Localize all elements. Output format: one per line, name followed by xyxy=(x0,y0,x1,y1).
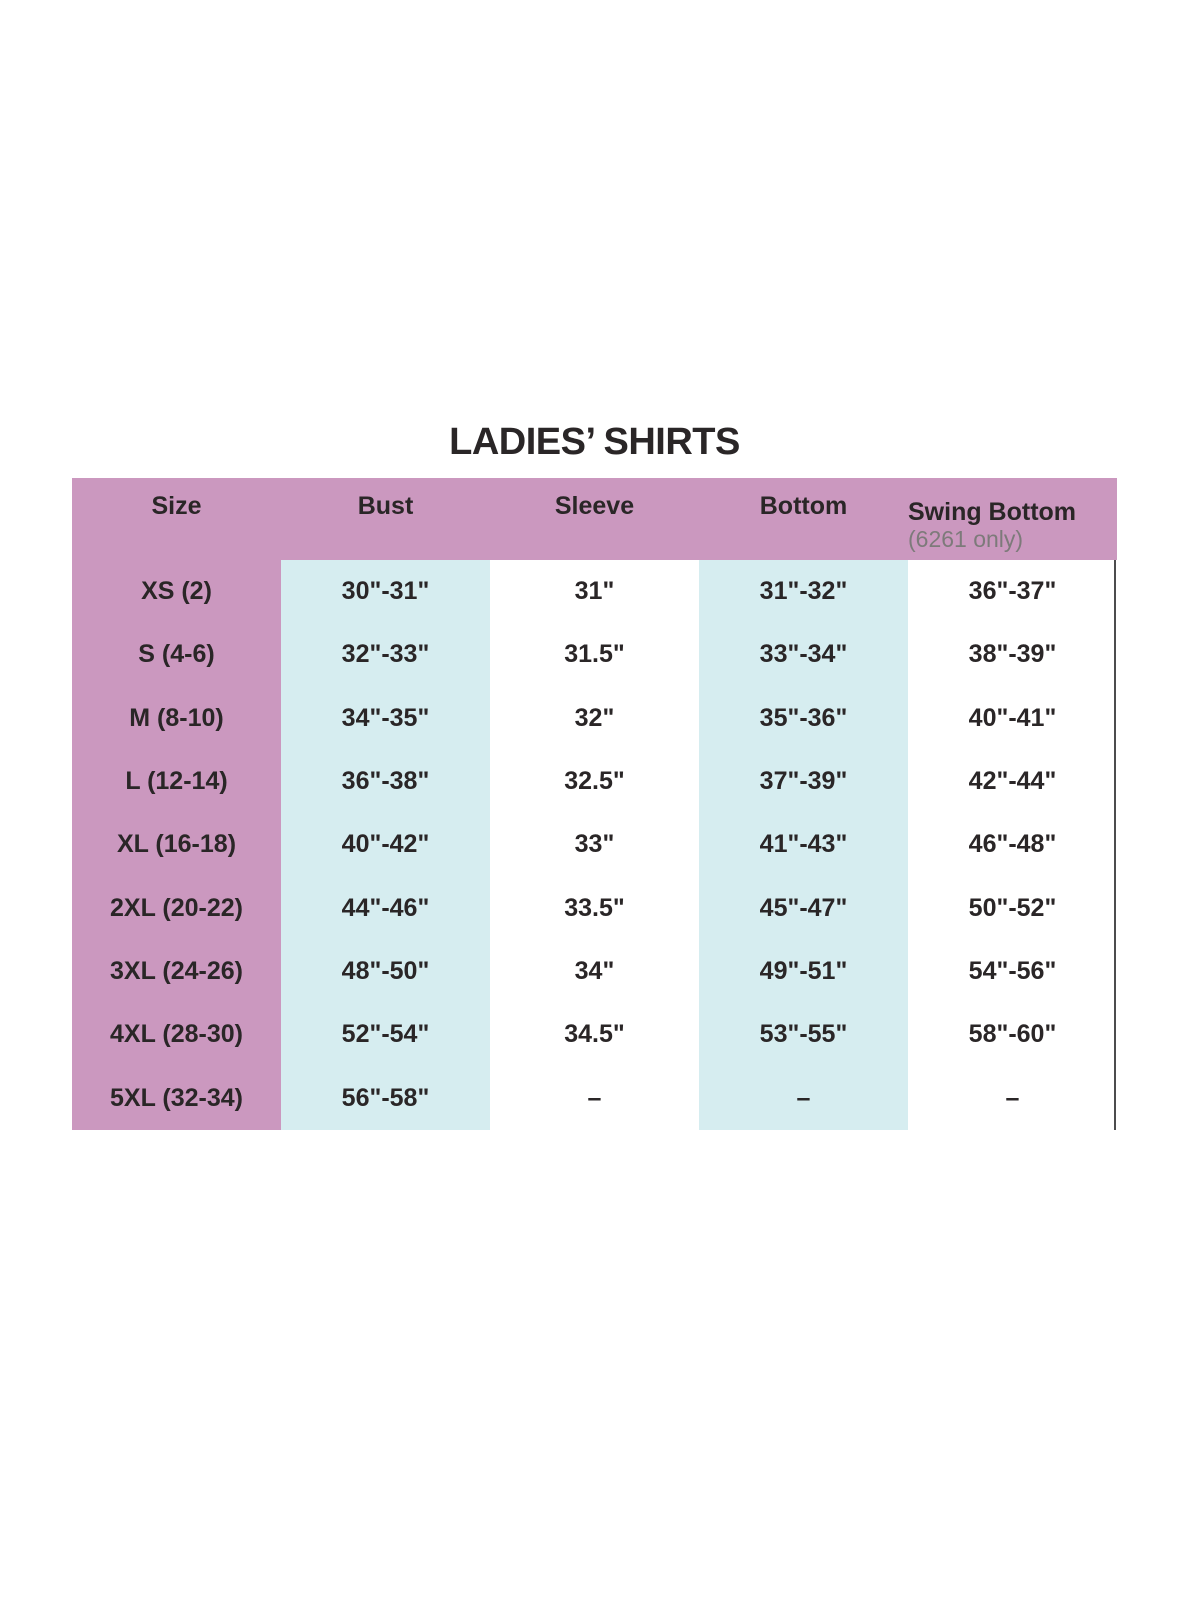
swing-bottom-cell: – xyxy=(1005,1083,1020,1112)
size-cell: 5XL (32-34) xyxy=(72,1066,281,1130)
bust-cell: 48"-50" xyxy=(281,939,490,1004)
sleeve-cell: 31.5" xyxy=(564,640,625,669)
swing-bottom-cell: 42"-44" xyxy=(968,767,1057,796)
bottom-cell: – xyxy=(699,1066,908,1130)
bust-cell: 32"-33" xyxy=(281,623,490,687)
swing-bottom-cell: 38"-39" xyxy=(968,640,1057,669)
size-cell: 2XL (20-22) xyxy=(72,876,281,940)
bottom-cell: 37"-39" xyxy=(699,749,908,814)
bottom-cell: 41"-43" xyxy=(699,813,908,877)
bottom-cell: 45"-47" xyxy=(699,876,908,940)
column-header-size: Size xyxy=(72,478,281,560)
sleeve-cell: 34.5" xyxy=(564,1020,625,1049)
sleeve-cell: 33" xyxy=(574,830,615,859)
bottom-cell: 49"-51" xyxy=(699,939,908,1004)
bottom-cell: 53"-55" xyxy=(699,1003,908,1067)
bust-cell: 30"-31" xyxy=(281,560,490,624)
size-cell: S (4-6) xyxy=(72,623,281,687)
bust-cell: 56"-58" xyxy=(281,1066,490,1130)
sleeve-cell: 32.5" xyxy=(564,767,625,796)
column-header-bust: Bust xyxy=(281,478,490,560)
bust-cell: 44"-46" xyxy=(281,876,490,940)
column-header-sleeve: Sleeve xyxy=(490,478,699,560)
sleeve-cell: 32" xyxy=(574,703,615,732)
swing-bottom-cell: 40"-41" xyxy=(968,703,1057,732)
size-cell: L (12-14) xyxy=(72,749,281,814)
bust-cell: 34"-35" xyxy=(281,686,490,750)
bust-cell: 36"-38" xyxy=(281,749,490,814)
swing-bottom-cell: 54"-56" xyxy=(968,957,1057,986)
column-header-bottom: Bottom xyxy=(699,478,908,560)
swing-bottom-label: Swing Bottom xyxy=(908,498,1077,526)
size-cell: M (8-10) xyxy=(72,686,281,750)
bottom-cell: 31"-32" xyxy=(699,560,908,624)
size-chart-table: Size Bust Sleeve Bottom Swing Bottom (62… xyxy=(72,478,1117,1130)
swing-bottom-cell: 36"-37" xyxy=(968,577,1057,606)
size-cell: 3XL (24-26) xyxy=(72,939,281,1004)
bust-cell: 40"-42" xyxy=(281,813,490,877)
sleeve-cell: 34" xyxy=(574,957,615,986)
bottom-cell: 35"-36" xyxy=(699,686,908,750)
column-header-swing-bottom: Swing Bottom (6261 only) xyxy=(908,478,1117,560)
sleeve-cell: 31" xyxy=(574,577,615,606)
swing-bottom-cell: 58"-60" xyxy=(968,1020,1057,1049)
size-cell: XS (2) xyxy=(72,560,281,624)
sleeve-cell: – xyxy=(587,1083,602,1112)
size-cell: 4XL (28-30) xyxy=(72,1003,281,1067)
bust-cell: 52"-54" xyxy=(281,1003,490,1067)
size-cell: XL (16-18) xyxy=(72,813,281,877)
bottom-cell: 33"-34" xyxy=(699,623,908,687)
sleeve-cell: 33.5" xyxy=(564,893,625,922)
swing-bottom-cell: 46"-48" xyxy=(968,830,1057,859)
table-right-border xyxy=(1114,560,1116,1130)
page-title: LADIES’ SHIRTS xyxy=(449,421,740,463)
swing-bottom-note: (6261 only) xyxy=(908,526,1024,552)
swing-bottom-cell: 50"-52" xyxy=(968,893,1057,922)
